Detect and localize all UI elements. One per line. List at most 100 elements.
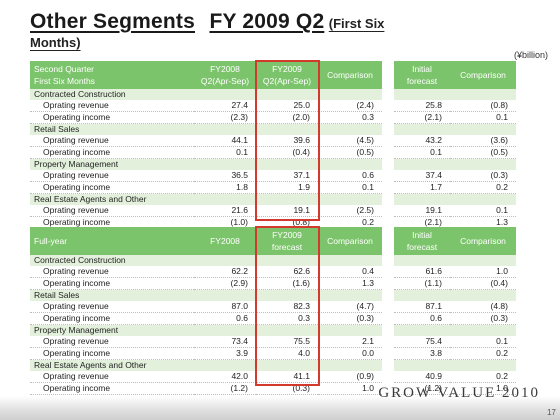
value-comparison: (2.4) (318, 100, 382, 112)
value-comparison-2: 0.2 (450, 371, 516, 383)
value-fy2009: 4.0 (256, 347, 318, 360)
segment-group-row: Property Management (30, 158, 516, 170)
segment-name: Property Management (30, 324, 194, 336)
segment-name: Retail Sales (30, 289, 194, 301)
table-header-row: Second Quarter First Six Months FY2008 Q2(… (30, 61, 516, 89)
value-comparison: (4.5) (318, 135, 382, 147)
value-initial-forecast: 25.8 (394, 100, 450, 112)
table-row: Oprating revenue 21.6 19.1 (2.5) 19.1 0.1 (30, 205, 516, 217)
footer-band (0, 396, 560, 420)
value-comparison: (0.3) (318, 312, 382, 325)
value-fy2009: (0.3) (256, 382, 318, 395)
header-fy2009-forecast: FY2009 forecast (256, 227, 318, 255)
row-label: Oprating revenue (30, 336, 194, 348)
row-label: Oprating revenue (30, 135, 194, 147)
row-label: Oprating revenue (30, 301, 194, 313)
value-fy2009: 0.3 (256, 312, 318, 325)
table-row: Operating income (2.3) (2.0) 0.3 (2.1) 0.1 (30, 111, 516, 124)
table-row: Operating income (1.0) (0.8) 0.2 (2.1) 1.3 (30, 216, 516, 229)
value-fy2009: 82.3 (256, 301, 318, 313)
value-comparison: 2.1 (318, 336, 382, 348)
table-row: Operating income (2.9) (1.6) 1.3 (1.1) (0.4) (30, 277, 516, 290)
value-comparison: 1.3 (318, 277, 382, 290)
value-comparison: 0.6 (318, 170, 382, 182)
value-fy2009: 25.0 (256, 100, 318, 112)
header-label: Second Quarter First Six Months (30, 61, 194, 89)
value-comparison: 1.0 (318, 382, 382, 395)
row-label: Oprating revenue (30, 266, 194, 278)
table-row: Operating income 0.1 (0.4) (0.5) 0.1 (0.5) (30, 146, 516, 159)
value-comparison-2: 0.2 (450, 347, 516, 360)
value-comparison-2: (0.3) (450, 312, 516, 325)
table-row: Oprating revenue 87.0 82.3 (4.7) 87.1 (4.8) (30, 301, 516, 313)
title-period: FY 2009 Q2 (209, 10, 325, 33)
value-fy2008: 0.6 (194, 312, 256, 325)
value-fy2009: 19.1 (256, 205, 318, 217)
value-initial-forecast: 19.1 (394, 205, 450, 217)
table-row: Operating income 1.8 1.9 0.1 1.7 0.2 (30, 181, 516, 194)
value-initial-forecast: 61.6 (394, 266, 450, 278)
row-label: Operating income (30, 382, 194, 395)
value-comparison: 0.3 (318, 111, 382, 124)
segment-group-row: Contracted Construction (30, 255, 516, 266)
value-comparison: 0.0 (318, 347, 382, 360)
value-fy2008: 1.8 (194, 181, 256, 194)
value-initial-forecast: 1.7 (394, 181, 450, 194)
value-comparison: (2.5) (318, 205, 382, 217)
value-comparison-2: (0.5) (450, 146, 516, 159)
value-fy2008: 21.6 (194, 205, 256, 217)
row-label: Operating income (30, 181, 194, 194)
header-comparison: Comparison (318, 61, 382, 89)
table-row: Oprating revenue 27.4 25.0 (2.4) 25.8 (0.8) (30, 100, 516, 112)
value-comparison: (0.9) (318, 371, 382, 383)
value-comparison-2: 0.1 (450, 111, 516, 124)
value-comparison-2: (3.6) (450, 135, 516, 147)
value-fy2009: 39.6 (256, 135, 318, 147)
value-fy2008: 0.1 (194, 146, 256, 159)
header-fy2008: FY2008 Q2(Apr-Sep) (194, 61, 256, 89)
value-fy2008: 36.5 (194, 170, 256, 182)
value-fy2008: (1.2) (194, 382, 256, 395)
value-initial-forecast: 3.8 (394, 347, 450, 360)
value-initial-forecast: (2.1) (394, 111, 450, 124)
value-comparison-2: 1.0 (450, 266, 516, 278)
value-initial-forecast: 40.9 (394, 371, 450, 383)
row-label: Operating income (30, 111, 194, 124)
header-comparison-2: Comparison (450, 61, 516, 89)
segment-group-row: Real Estate Agents and Other (30, 359, 516, 371)
row-label: Oprating revenue (30, 371, 194, 383)
value-initial-forecast: (1.2) (394, 382, 450, 395)
header-comparison: Comparison (318, 227, 382, 255)
value-comparison-2: 0.1 (450, 336, 516, 348)
value-fy2008: 87.0 (194, 301, 256, 313)
segment-name: Property Management (30, 158, 194, 170)
value-fy2008: 62.2 (194, 266, 256, 278)
segment-name: Real Estate Agents and Other (30, 193, 194, 205)
table-row: Oprating revenue 73.4 75.5 2.1 75.4 0.1 (30, 336, 516, 348)
value-fy2008: 42.0 (194, 371, 256, 383)
value-comparison: 0.4 (318, 266, 382, 278)
value-initial-forecast: 87.1 (394, 301, 450, 313)
table-row: Operating income 3.9 4.0 0.0 3.8 0.2 (30, 347, 516, 360)
table-row: Oprating revenue 42.0 41.1 (0.9) 40.9 0.2 (30, 371, 516, 383)
value-comparison-2: (4.8) (450, 301, 516, 313)
value-initial-forecast: 0.1 (394, 146, 450, 159)
value-fy2008: 3.9 (194, 347, 256, 360)
half-year-table: Second Quarter First Six Months FY2008 Q2(… (30, 61, 516, 229)
value-initial-forecast: 37.4 (394, 170, 450, 182)
row-label: Operating income (30, 312, 194, 325)
segment-group-row: Property Management (30, 324, 516, 336)
value-fy2008: 44.1 (194, 135, 256, 147)
value-fy2008: (2.3) (194, 111, 256, 124)
segment-group-row: Contracted Construction (30, 89, 516, 100)
header-comparison-2: Comparison (450, 227, 516, 255)
value-comparison: 0.1 (318, 181, 382, 194)
row-label: Operating income (30, 146, 194, 159)
slide-title: Other Segments FY 2009 Q2 (First Six Mon… (30, 10, 420, 50)
value-fy2009: 41.1 (256, 371, 318, 383)
value-fy2008: 27.4 (194, 100, 256, 112)
value-fy2008: (2.9) (194, 277, 256, 290)
value-comparison-2: 0.1 (450, 205, 516, 217)
value-fy2009: (2.0) (256, 111, 318, 124)
title-main: Other Segments (30, 10, 196, 33)
